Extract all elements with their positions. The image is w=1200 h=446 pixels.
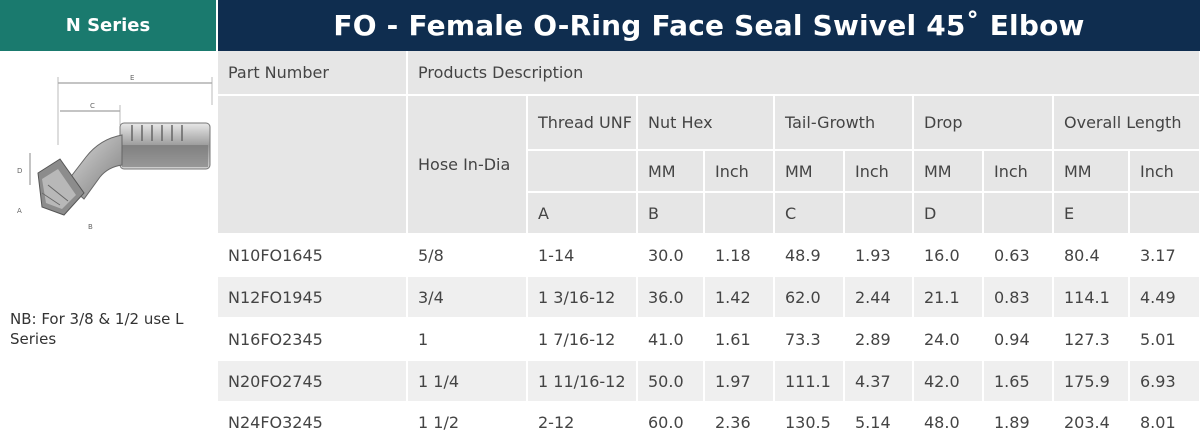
header-drop-inch: Inch <box>983 150 1054 193</box>
cell-drop-mm: 16.0 <box>913 234 984 277</box>
header-hose-in-dia: Hose In-Dia <box>407 95 528 235</box>
cell-nut-mm: 50.0 <box>637 360 705 403</box>
cell-tail-inch: 4.37 <box>844 360 914 403</box>
header-nut-inch: Inch <box>704 150 775 193</box>
header-part-number: Part Number <box>218 51 408 96</box>
cell-tail-mm: 111.1 <box>774 360 845 403</box>
cell-length-mm: 175.9 <box>1053 360 1130 403</box>
cell-hose: 5/8 <box>407 234 528 277</box>
header-products-description: Products Description <box>407 51 1200 96</box>
cell-hose: 1 1/2 <box>407 402 528 443</box>
cell-tail-mm: 73.3 <box>774 318 845 361</box>
header-tail-inch: Inch <box>844 150 914 193</box>
cell-part-number: N10FO1645 <box>218 234 408 277</box>
header-letter-c: C <box>774 192 845 235</box>
header-thread-unf: Thread UNF <box>527 95 638 151</box>
cell-nut-mm: 41.0 <box>637 318 705 361</box>
cell-drop-inch: 1.89 <box>983 402 1054 443</box>
fitting-drawing: E C D A B <box>17 74 213 231</box>
header-letter-c-blank <box>844 192 914 235</box>
cell-nut-mm: 30.0 <box>637 234 705 277</box>
dim-label-c: C <box>90 102 95 110</box>
header-tail-mm: MM <box>774 150 845 193</box>
cell-drop-inch: 0.94 <box>983 318 1054 361</box>
cell-nut-mm: 36.0 <box>637 276 705 319</box>
cell-drop-mm: 48.0 <box>913 402 984 443</box>
cell-length-inch: 4.49 <box>1129 276 1200 319</box>
table-row: N16FO2345 1 1 7/16-12 41.0 1.61 73.3 2.8… <box>218 318 1200 361</box>
header-drop: Drop <box>913 95 1054 151</box>
cell-drop-inch: 0.83 <box>983 276 1054 319</box>
cell-part-number: N12FO1945 <box>218 276 408 319</box>
cell-nut-inch: 1.61 <box>704 318 775 361</box>
cell-part-number: N24FO3245 <box>218 402 408 443</box>
cell-length-mm: 114.1 <box>1053 276 1130 319</box>
header-letter-e-blank <box>1129 192 1200 235</box>
cell-length-inch: 6.93 <box>1129 360 1200 403</box>
cell-part-number: N16FO2345 <box>218 318 408 361</box>
dim-label-e: E <box>130 74 134 82</box>
dim-label-b: B <box>88 223 93 231</box>
header-nut-mm: MM <box>637 150 705 193</box>
cell-length-inch: 5.01 <box>1129 318 1200 361</box>
header-letter-b-blank <box>704 192 775 235</box>
cell-drop-mm: 21.1 <box>913 276 984 319</box>
header-tail-growth: Tail-Growth <box>774 95 914 151</box>
header-letter-b: B <box>637 192 705 235</box>
cell-part-number: N20FO2745 <box>218 360 408 403</box>
cell-length-mm: 127.3 <box>1053 318 1130 361</box>
header-length-mm: MM <box>1053 150 1130 193</box>
cell-tail-inch: 5.14 <box>844 402 914 443</box>
cell-tail-inch: 1.93 <box>844 234 914 277</box>
cell-hose: 3/4 <box>407 276 528 319</box>
cell-nut-inch: 1.97 <box>704 360 775 403</box>
cell-tail-mm: 62.0 <box>774 276 845 319</box>
spec-table: Part Number Products Description Hose In… <box>218 51 1200 443</box>
header-letter-d: D <box>913 192 984 235</box>
cell-drop-inch: 1.65 <box>983 360 1054 403</box>
table-row: N20FO2745 1 1/4 1 11/16-12 50.0 1.97 111… <box>218 360 1200 403</box>
cell-length-inch: 8.01 <box>1129 402 1200 443</box>
header-nut-hex: Nut Hex <box>637 95 775 151</box>
cell-drop-mm: 42.0 <box>913 360 984 403</box>
header-overall-length: Overall Length <box>1053 95 1200 151</box>
cell-nut-mm: 60.0 <box>637 402 705 443</box>
cell-drop-mm: 24.0 <box>913 318 984 361</box>
cell-thread: 1 11/16-12 <box>527 360 638 403</box>
table-row: N10FO1645 5/8 1-14 30.0 1.18 48.9 1.93 1… <box>218 234 1200 277</box>
cell-nut-inch: 2.36 <box>704 402 775 443</box>
table-row: N24FO3245 1 1/2 2-12 60.0 2.36 130.5 5.1… <box>218 402 1200 443</box>
cell-length-inch: 3.17 <box>1129 234 1200 277</box>
cell-tail-inch: 2.44 <box>844 276 914 319</box>
cell-thread: 2-12 <box>527 402 638 443</box>
page-title: FO - Female O-Ring Face Seal Swivel 45˚ … <box>218 0 1200 51</box>
header-thread-blank <box>527 150 638 193</box>
dim-label-d: D <box>17 167 22 175</box>
left-panel: E C D A B NB: For 3/8 & 1/2 use L Series <box>0 51 218 446</box>
header-length-inch: Inch <box>1129 150 1200 193</box>
cell-tail-mm: 130.5 <box>774 402 845 443</box>
cell-hose: 1 1/4 <box>407 360 528 403</box>
cell-hose: 1 <box>407 318 528 361</box>
dim-label-a: A <box>17 207 22 215</box>
series-tab[interactable]: N Series <box>0 0 216 51</box>
cell-length-mm: 80.4 <box>1053 234 1130 277</box>
cell-thread: 1-14 <box>527 234 638 277</box>
cell-thread: 1 7/16-12 <box>527 318 638 361</box>
header-letter-d-blank <box>983 192 1054 235</box>
cell-tail-inch: 2.89 <box>844 318 914 361</box>
header-part-number-blank <box>218 95 408 235</box>
table-row: N12FO1945 3/4 1 3/16-12 36.0 1.42 62.0 2… <box>218 276 1200 319</box>
header-letter-e: E <box>1053 192 1130 235</box>
series-note: NB: For 3/8 & 1/2 use L Series <box>10 310 184 348</box>
cell-nut-inch: 1.18 <box>704 234 775 277</box>
header-drop-mm: MM <box>913 150 984 193</box>
cell-drop-inch: 0.63 <box>983 234 1054 277</box>
cell-tail-mm: 48.9 <box>774 234 845 277</box>
header-letter-a: A <box>527 192 638 235</box>
cell-length-mm: 203.4 <box>1053 402 1130 443</box>
cell-nut-inch: 1.42 <box>704 276 775 319</box>
cell-thread: 1 3/16-12 <box>527 276 638 319</box>
